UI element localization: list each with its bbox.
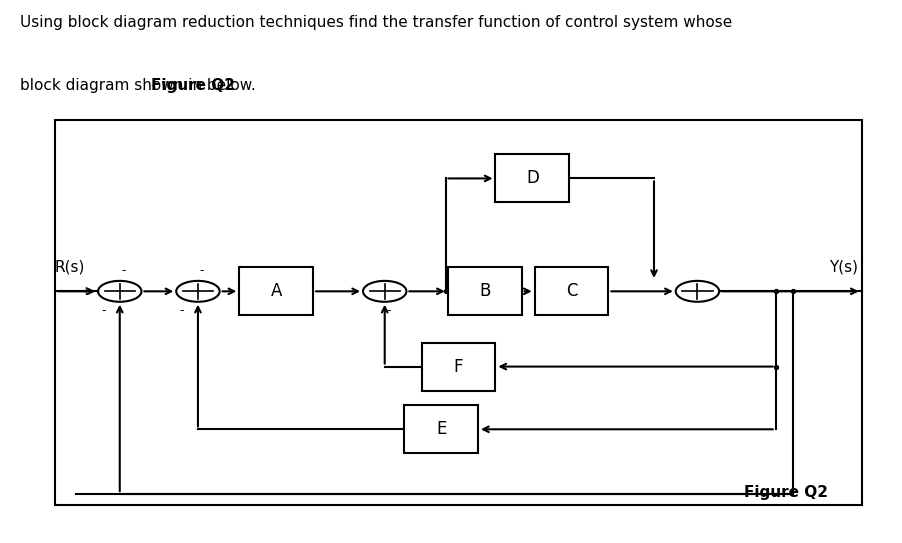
Bar xyxy=(534,267,608,315)
Circle shape xyxy=(98,281,142,302)
Text: A: A xyxy=(270,282,281,300)
Circle shape xyxy=(176,281,219,302)
Text: Figure Q2: Figure Q2 xyxy=(743,485,827,501)
Text: C: C xyxy=(566,282,576,300)
Bar xyxy=(404,405,477,453)
Text: R(s): R(s) xyxy=(54,260,85,275)
Text: below.: below. xyxy=(202,78,255,93)
Bar xyxy=(495,154,568,203)
Text: F: F xyxy=(454,358,463,376)
Circle shape xyxy=(363,281,406,302)
Text: E: E xyxy=(436,420,446,438)
Text: -: - xyxy=(199,264,204,277)
Text: B: B xyxy=(478,282,490,300)
Text: Y(s): Y(s) xyxy=(828,260,857,275)
Circle shape xyxy=(675,281,718,302)
Text: Figure Q2: Figure Q2 xyxy=(151,78,235,93)
Text: -: - xyxy=(122,264,126,277)
Text: -: - xyxy=(101,304,106,317)
Text: -: - xyxy=(179,304,184,317)
Bar xyxy=(421,343,495,390)
Text: Using block diagram reduction techniques find the transfer function of control s: Using block diagram reduction techniques… xyxy=(20,15,732,30)
Text: D: D xyxy=(525,169,538,187)
Bar xyxy=(447,267,521,315)
Text: +: + xyxy=(80,285,91,298)
Text: block diagram shown in: block diagram shown in xyxy=(20,78,207,93)
Bar xyxy=(239,267,313,315)
Text: -: - xyxy=(386,304,391,317)
